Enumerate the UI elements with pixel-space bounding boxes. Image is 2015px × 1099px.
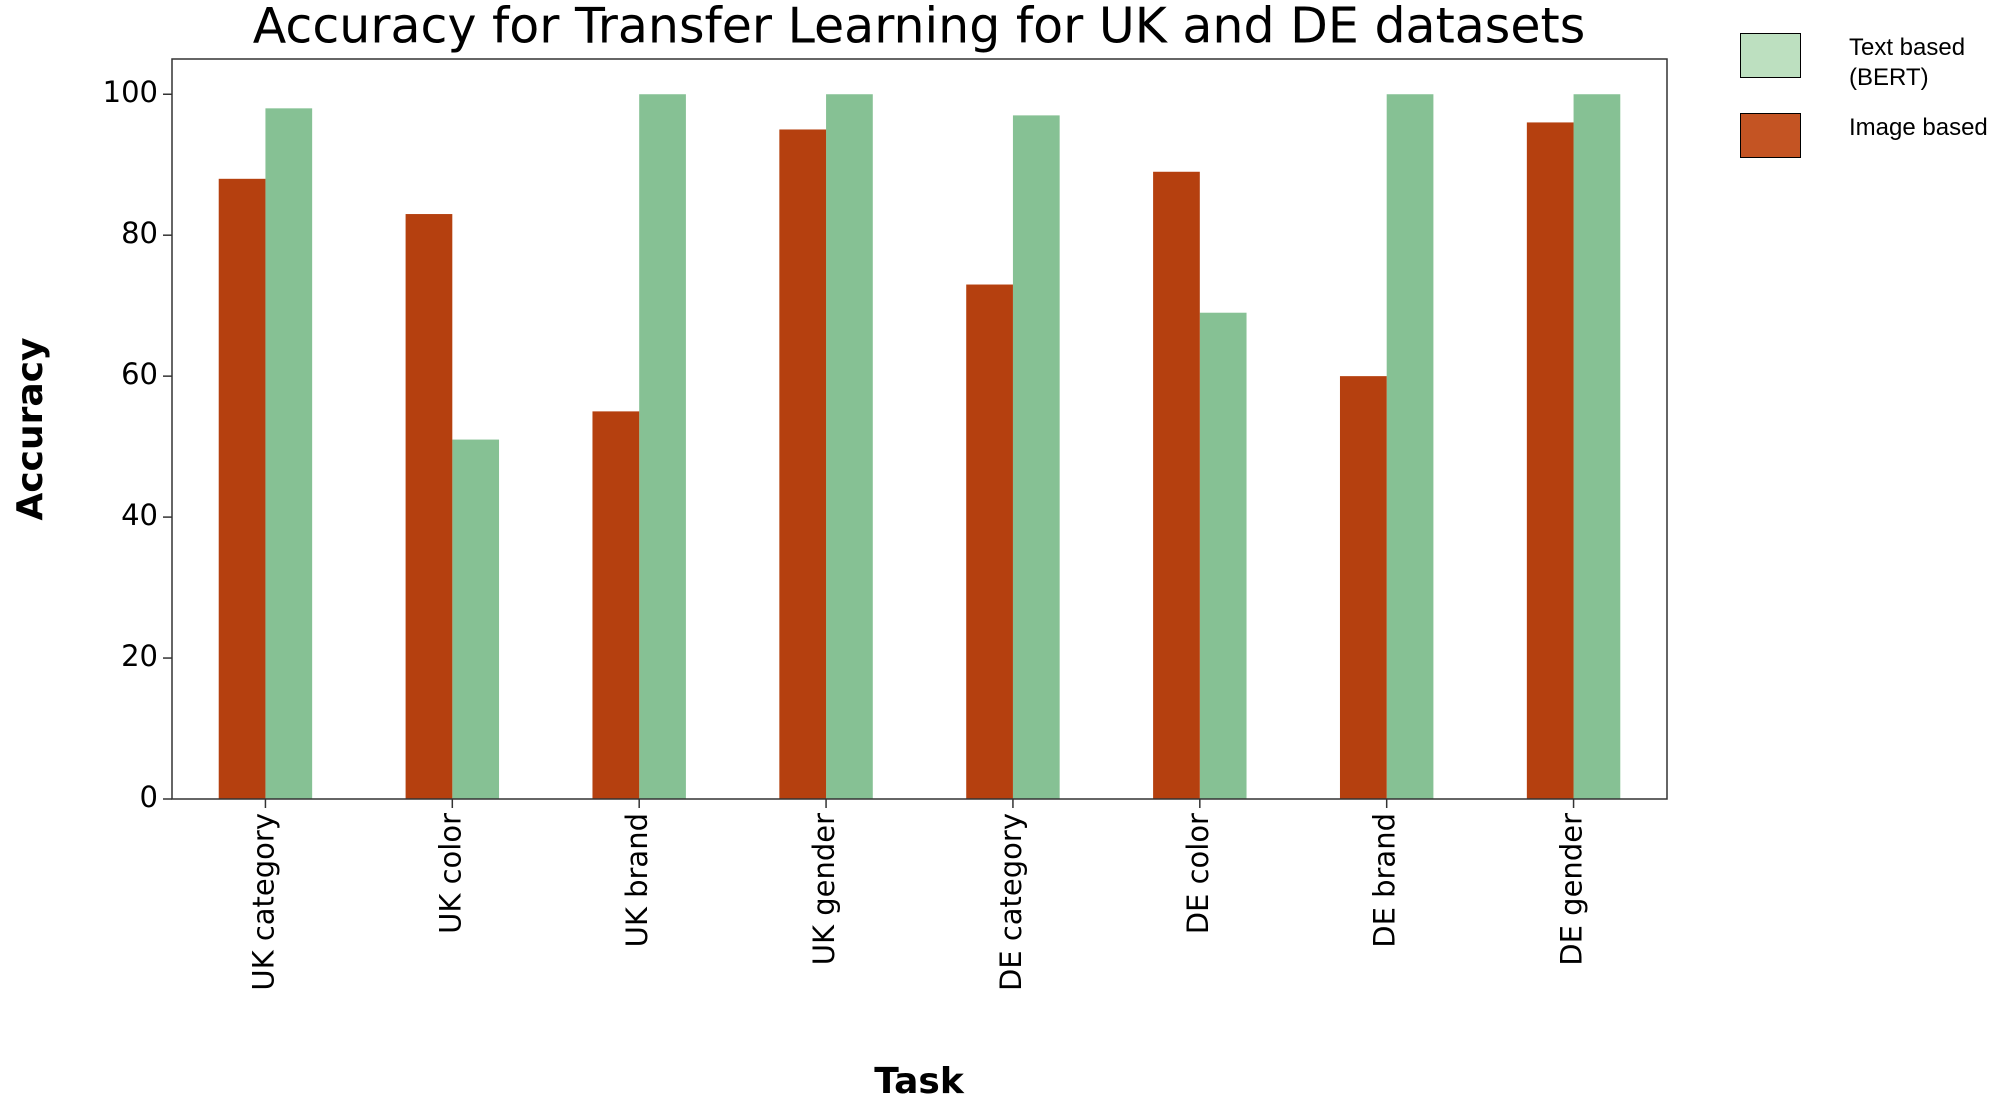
x-tick-label: DE color	[1181, 813, 1215, 934]
legend-item: Image based	[1740, 113, 1999, 158]
chart-title: Accuracy for Transfer Learning for UK an…	[253, 0, 1585, 55]
plot-frame	[171, 58, 1668, 800]
bar	[639, 94, 686, 799]
bar	[265, 108, 313, 800]
bar	[1526, 122, 1574, 799]
bar	[1153, 171, 1200, 799]
bar	[826, 94, 873, 799]
x-tick-label: UK gender	[807, 813, 841, 965]
y-tick-label: 20	[121, 639, 158, 673]
bar	[966, 284, 1013, 799]
x-tick-label: UK color	[433, 813, 467, 934]
x-axis-label: Task	[874, 1061, 965, 1099]
x-tick-label: UK category	[246, 813, 280, 991]
bar	[1386, 94, 1434, 799]
x-tick-label: UK brand	[620, 813, 654, 947]
y-tick-label: 0	[140, 780, 158, 814]
legend-label: Text based (BERT)	[1849, 34, 1966, 91]
y-axis-label: Accuracy	[10, 337, 51, 520]
legend-label: Image based	[1849, 114, 1988, 141]
bar	[1573, 94, 1621, 799]
x-tick-label: DE brand	[1368, 813, 1402, 948]
y-tick-label: 40	[121, 498, 158, 532]
y-tick-label: 100	[103, 75, 158, 109]
bar	[405, 214, 453, 800]
x-tick-label: DE category	[994, 813, 1028, 991]
y-tick-label: 60	[121, 357, 158, 391]
bar	[779, 129, 827, 799]
legend-swatch	[1740, 33, 1801, 78]
legend: Text based (BERT) Image based	[1740, 33, 1999, 178]
y-tick-label: 80	[121, 216, 158, 250]
x-tick-label: DE gender	[1555, 813, 1589, 966]
bar	[1339, 376, 1387, 799]
bar	[218, 178, 266, 800]
bar	[452, 439, 500, 799]
legend-swatch	[1740, 113, 1801, 158]
bar	[592, 411, 640, 799]
bar	[1199, 312, 1247, 799]
legend-item: Text based (BERT)	[1740, 33, 1999, 93]
bar	[1012, 115, 1060, 799]
